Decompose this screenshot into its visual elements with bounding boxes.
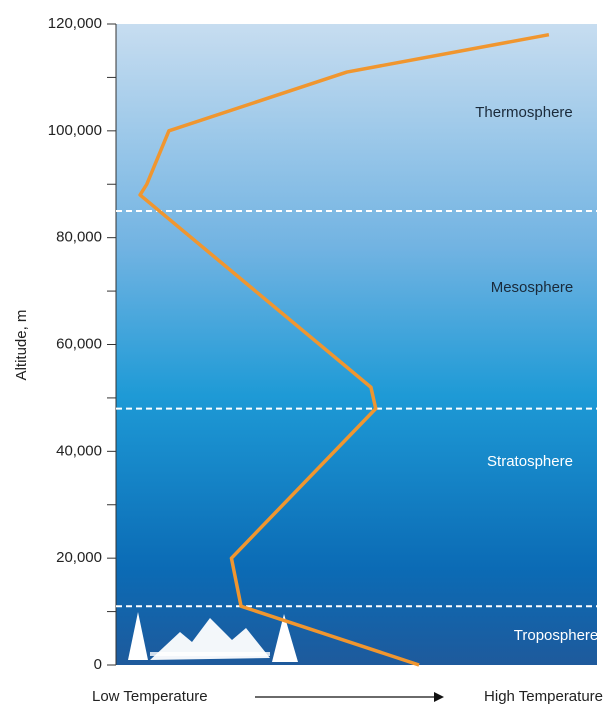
layer-label: Thermosphere (475, 104, 573, 121)
y-axis-label: Altitude, m (13, 310, 30, 381)
layer-label: Troposphere (514, 627, 599, 644)
layer-label: Mesosphere (491, 279, 574, 296)
landscape-icon (128, 612, 298, 662)
y-tick-label: 0 (94, 656, 102, 673)
temperature-line (138, 32, 550, 667)
arrow-head (434, 692, 444, 702)
x-label-low: Low Temperature (92, 688, 208, 705)
y-tick-label: 20,000 (56, 549, 102, 566)
layer-label: Stratosphere (487, 453, 573, 470)
y-tick-label: 80,000 (56, 229, 102, 246)
x-label-high: High Temperature (484, 688, 603, 705)
plot-background (116, 24, 597, 665)
y-tick-label: 100,000 (48, 122, 102, 139)
y-tick-label: 120,000 (48, 15, 102, 32)
y-tick-label: 60,000 (56, 335, 102, 352)
y-tick-label: 40,000 (56, 442, 102, 459)
